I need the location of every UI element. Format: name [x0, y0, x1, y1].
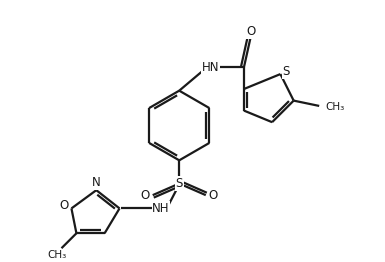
- Text: NH: NH: [152, 202, 170, 215]
- Text: N: N: [92, 176, 101, 189]
- Text: HN: HN: [202, 61, 219, 74]
- Text: CH₃: CH₃: [47, 250, 66, 260]
- Text: O: O: [60, 199, 69, 212]
- Text: O: O: [246, 25, 255, 38]
- Text: O: O: [141, 189, 150, 202]
- Text: S: S: [283, 65, 290, 78]
- Text: CH₃: CH₃: [326, 102, 345, 112]
- Text: S: S: [176, 177, 183, 190]
- Text: O: O: [208, 189, 218, 202]
